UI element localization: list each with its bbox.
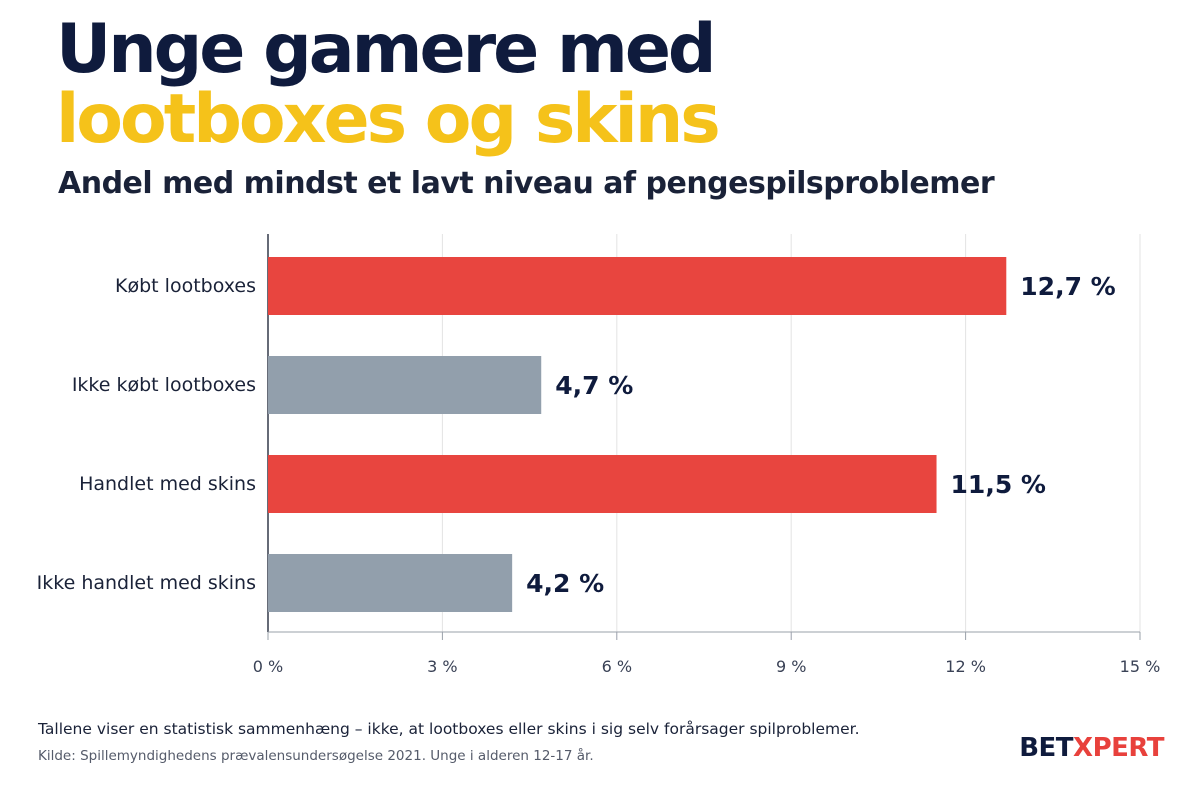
x-tick-label-2: 6 % bbox=[602, 657, 632, 676]
category-label-3: Ikke handlet med skins bbox=[37, 572, 256, 594]
bar-2 bbox=[268, 455, 937, 513]
chart-title-line-2: lootboxes og skins bbox=[56, 80, 721, 159]
bar-chart: 0 % 3 % 6 % 9 % 12 % 15 % Købt lootboxes 12,7 %… bbox=[37, 234, 1161, 676]
bar-0 bbox=[268, 257, 1007, 315]
logo-text-bet: BET bbox=[1019, 733, 1074, 763]
chart-subtitle: Andel med mindst et lavt niveau af penge… bbox=[58, 166, 995, 201]
bar-1 bbox=[268, 356, 542, 414]
value-label-1: 4,7 % bbox=[555, 371, 633, 400]
footnote: Tallene viser en statistisk sammenhæng –… bbox=[38, 720, 860, 738]
x-tick-label-1: 3 % bbox=[427, 657, 457, 676]
category-label-2: Handlet med skins bbox=[79, 473, 256, 495]
value-label-2: 11,5 % bbox=[951, 470, 1046, 499]
x-tick-label-3: 9 % bbox=[776, 657, 806, 676]
category-label-1: Ikke købt lootboxes bbox=[72, 374, 256, 396]
chart-title-line-1: Unge gamere med bbox=[56, 10, 717, 89]
x-tick-label-4: 12 % bbox=[945, 657, 986, 676]
logo-text-xpert: XPERT bbox=[1073, 733, 1164, 763]
x-tick-label-0: 0 % bbox=[253, 657, 283, 676]
value-label-0: 12,7 % bbox=[1020, 272, 1115, 301]
value-label-3: 4,2 % bbox=[526, 569, 604, 598]
betxpert-logo: BETXPERT bbox=[1019, 733, 1164, 763]
source-note: Kilde: Spillemyndighedens prævalensunder… bbox=[38, 748, 594, 764]
category-label-0: Købt lootboxes bbox=[115, 275, 256, 297]
x-tick-label-5: 15 % bbox=[1120, 657, 1161, 676]
bar-3 bbox=[268, 554, 513, 612]
